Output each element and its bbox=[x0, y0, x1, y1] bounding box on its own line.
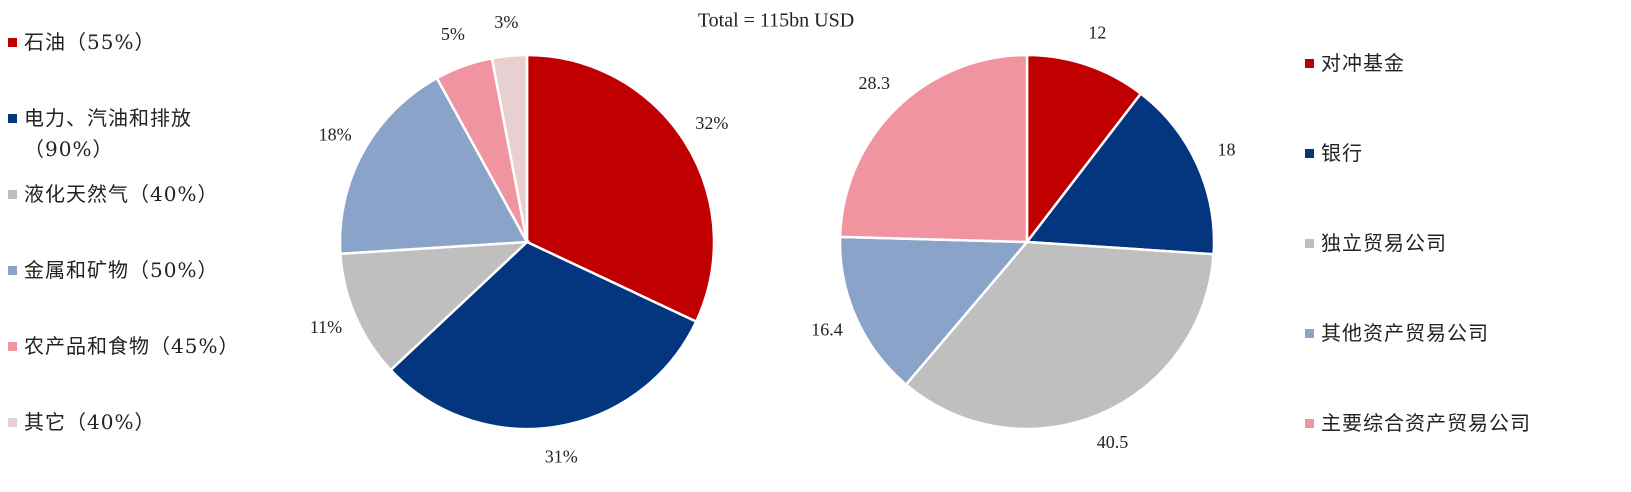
pie-slice bbox=[1024, 91, 1216, 256]
legend-label: 金属和矿物（50%） bbox=[24, 258, 219, 282]
legend-label: 液化天然气（40%） bbox=[24, 182, 219, 206]
data-label: 11% bbox=[310, 317, 342, 337]
legend-label: 石油（55%） bbox=[24, 30, 156, 54]
data-label: 31% bbox=[545, 446, 578, 466]
legend-swatch bbox=[8, 266, 17, 275]
pie-slice bbox=[1025, 53, 1143, 246]
legend-swatch bbox=[8, 418, 17, 427]
legend-label: 其它（40%） bbox=[24, 410, 156, 434]
pie-slice bbox=[339, 240, 531, 372]
legend-label: 独立贸易公司 bbox=[1321, 231, 1447, 255]
data-label: 32% bbox=[695, 113, 728, 133]
legend-swatch bbox=[1305, 149, 1314, 158]
legend-swatch bbox=[8, 38, 17, 47]
data-label: 16.4 bbox=[811, 319, 843, 339]
legend-swatch bbox=[1305, 59, 1314, 68]
pie-slice bbox=[338, 76, 530, 256]
pie-slice bbox=[838, 235, 1030, 387]
data-label: 18% bbox=[319, 125, 352, 145]
data-label: 12 bbox=[1088, 23, 1106, 43]
pie-slice bbox=[490, 53, 529, 243]
legend-swatch bbox=[8, 114, 17, 123]
data-label: 3% bbox=[494, 12, 518, 32]
legend-swatch bbox=[1305, 329, 1314, 338]
legend-label: 其他资产贸易公司 bbox=[1321, 321, 1489, 345]
legend-label: 电力、汽油和排放（90%） bbox=[24, 106, 192, 161]
legend-swatch bbox=[8, 190, 17, 199]
legend-swatch bbox=[1305, 419, 1314, 428]
data-label: 40.5 bbox=[1097, 432, 1129, 452]
data-label: 5% bbox=[441, 24, 465, 44]
chart-title: Total = 115bn USD bbox=[698, 10, 854, 32]
legend-label: 农产品和食物（45%） bbox=[24, 334, 240, 358]
legend-label: 对冲基金 bbox=[1321, 51, 1405, 75]
data-label: 28.3 bbox=[859, 73, 891, 93]
data-label: 18 bbox=[1217, 140, 1235, 160]
legend-label: 主要综合资产贸易公司 bbox=[1321, 411, 1531, 435]
pie-slice bbox=[904, 240, 1215, 431]
pie-slice bbox=[525, 53, 716, 324]
legend-swatch bbox=[1305, 239, 1314, 248]
legend-swatch bbox=[8, 342, 17, 351]
pie-slice bbox=[838, 53, 1029, 244]
pie-slice bbox=[388, 240, 698, 431]
legend-label: 银行 bbox=[1321, 141, 1363, 165]
